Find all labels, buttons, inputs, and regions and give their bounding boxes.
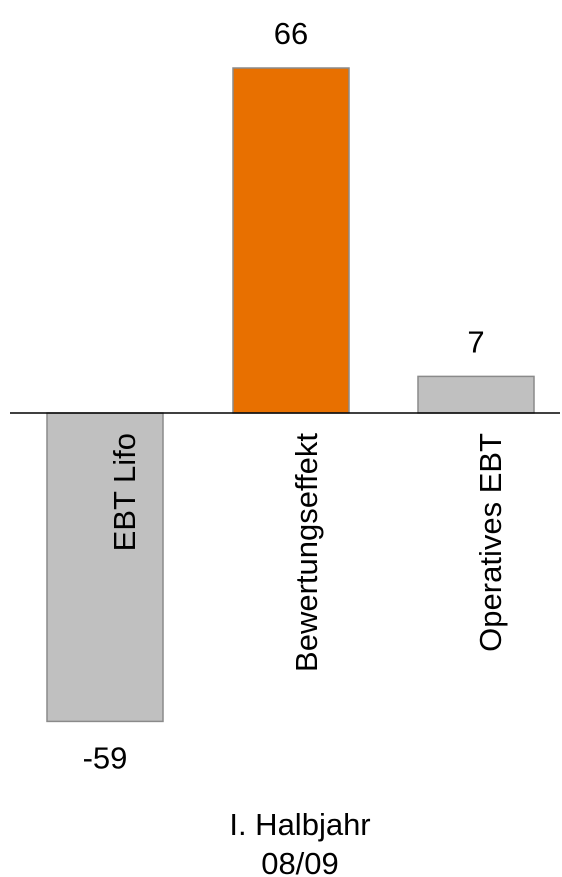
bar-operatives-ebt [417,375,535,414]
bars-group [46,67,535,723]
value-labels-group: -59 66 7 [83,16,485,775]
value-label-ebt-lifo: -59 [83,740,128,775]
value-label-operatives-ebt: 7 [467,324,484,359]
category-label-bewertungseffekt: Bewertungseffekt [289,433,324,672]
period-label-line-1: I. Halbjahr [229,807,370,842]
bar-ebt-lifo [46,412,164,723]
category-label-operatives-ebt: Operatives EBT [473,433,508,652]
period-label-line-2: 08/09 [261,846,339,877]
category-labels-group: EBT Lifo Bewertungseffekt Operatives EBT [107,433,508,672]
value-label-bewertungseffekt: 66 [274,16,308,51]
category-label-ebt-lifo: EBT Lifo [107,433,142,551]
bar-bewertungseffekt [232,67,350,414]
